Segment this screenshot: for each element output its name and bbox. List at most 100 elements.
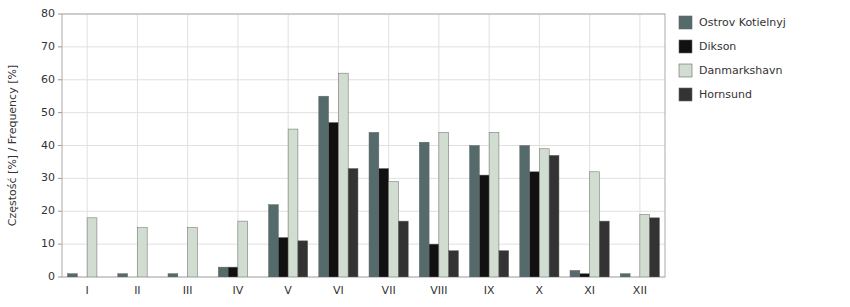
grid — [62, 14, 665, 277]
y-tick — [58, 46, 62, 47]
legend-swatch — [679, 40, 692, 53]
bar — [77, 277, 87, 278]
bar — [338, 73, 348, 277]
bar — [278, 238, 288, 277]
x-tick-label: XII — [633, 284, 647, 297]
bar — [329, 122, 339, 277]
bar — [68, 274, 78, 277]
bar — [590, 172, 600, 277]
bar — [539, 149, 549, 277]
bar — [218, 267, 228, 277]
bar — [620, 274, 630, 277]
bar — [97, 277, 107, 278]
bar — [197, 277, 207, 278]
bar — [379, 169, 389, 277]
y-tick — [58, 79, 62, 80]
y-tick — [58, 211, 62, 212]
y-tick-label: 10 — [41, 237, 55, 250]
bar — [449, 251, 459, 277]
bar — [470, 146, 480, 278]
legend-swatch — [679, 88, 692, 101]
bar — [580, 274, 590, 277]
x-tick-label: X — [536, 284, 544, 297]
y-grid-line — [62, 178, 665, 179]
legend-swatch — [679, 16, 692, 29]
x-tick-label: VII — [382, 284, 396, 297]
bars — [68, 73, 660, 277]
legend: Ostrov Kotielnyj Dikson Danmarkshavn Hornsu… — [679, 16, 786, 101]
y-grid-line — [62, 211, 665, 212]
bar — [499, 251, 509, 277]
x-tick-label: III — [183, 284, 193, 297]
bar — [118, 274, 128, 277]
chart: 01020304050607080IIIIIIIVVVIVIIVIIIIXXXI… — [0, 0, 850, 307]
bar — [238, 221, 248, 277]
legend-label: Dikson — [699, 40, 736, 53]
x-tick-label: IV — [232, 284, 243, 297]
x-tick-label: IX — [484, 284, 495, 297]
bar — [369, 132, 379, 277]
axes: 01020304050607080IIIIIIIVVVIVIIVIIIIXXXI… — [41, 7, 665, 297]
legend-label: Ostrov Kotielnyj — [699, 16, 786, 29]
bar — [640, 215, 650, 277]
bar — [168, 274, 178, 277]
legend-label: Hornsund — [699, 88, 752, 101]
y-grid-line — [62, 244, 665, 245]
bar — [599, 221, 609, 277]
y-tick-label: 60 — [41, 73, 55, 86]
x-tick-label: VI — [333, 284, 344, 297]
bar — [489, 132, 499, 277]
bar — [147, 277, 157, 278]
y-grid-line — [62, 145, 665, 146]
x-tick-label: V — [284, 284, 292, 297]
x-tick-label: XI — [584, 284, 595, 297]
bar — [128, 277, 138, 278]
bar — [429, 244, 439, 277]
legend-label: Danmarkshavn — [699, 64, 782, 77]
bar — [87, 218, 97, 277]
bar — [389, 182, 399, 277]
bar — [439, 132, 449, 277]
y-axis-label: Częstość [%] / Frequency [%] — [6, 65, 19, 226]
y-tick — [58, 112, 62, 113]
y-tick-label: 80 — [41, 7, 55, 20]
y-tick — [58, 277, 62, 278]
y-tick — [58, 145, 62, 146]
bar — [479, 175, 489, 277]
bar — [248, 277, 258, 278]
chart-container: 01020304050607080IIIIIIIVVVIVIIVIIIIXXXI… — [0, 0, 850, 307]
bar — [178, 277, 188, 278]
y-grid-line — [62, 112, 665, 113]
y-tick-label: 30 — [41, 171, 55, 184]
y-tick-label: 40 — [41, 139, 55, 152]
bar — [188, 228, 198, 277]
bar — [549, 155, 559, 277]
bar — [398, 221, 408, 277]
y-tick — [58, 244, 62, 245]
bar — [348, 169, 358, 277]
y-grid-line — [62, 46, 665, 47]
y-tick-label: 0 — [48, 270, 55, 283]
y-tick-label: 50 — [41, 106, 55, 119]
y-tick-label: 70 — [41, 40, 55, 53]
bar — [269, 205, 279, 277]
bar — [570, 270, 580, 277]
bar — [298, 241, 308, 277]
y-grid-line — [62, 79, 665, 80]
bar — [319, 96, 329, 277]
bar — [630, 277, 640, 278]
y-tick — [58, 178, 62, 179]
bar — [228, 267, 238, 277]
bar — [530, 172, 540, 277]
bar — [288, 129, 298, 277]
bar — [137, 228, 147, 277]
x-tick-label: VIII — [430, 284, 447, 297]
bar — [650, 218, 660, 277]
bar — [520, 146, 530, 278]
bar — [419, 142, 429, 277]
x-tick-label: I — [86, 284, 89, 297]
y-tick — [58, 14, 62, 15]
plot-frame — [62, 14, 665, 277]
y-tick-label: 20 — [41, 204, 55, 217]
x-tick-label: II — [134, 284, 141, 297]
